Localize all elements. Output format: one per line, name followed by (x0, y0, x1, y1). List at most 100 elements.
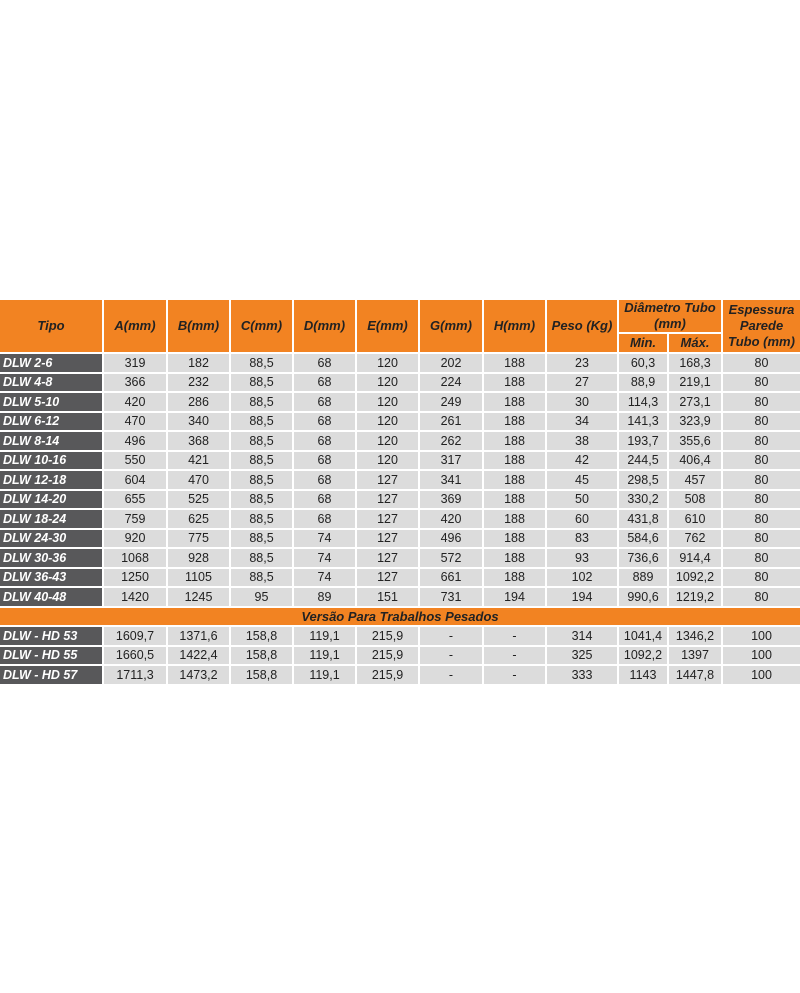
table-cell: 127 (357, 568, 418, 586)
table-cell: - (420, 627, 482, 645)
table-cell: 120 (357, 451, 418, 469)
table-cell: 431,8 (619, 510, 667, 528)
table-cell: 38 (547, 432, 617, 450)
row-type-cell: DLW 8-14 (0, 432, 102, 450)
table-cell: 188 (484, 490, 545, 508)
table-cell: 93 (547, 549, 617, 567)
table-cell: 120 (357, 412, 418, 430)
table-cell: 88,5 (231, 412, 292, 430)
table-cell: 68 (294, 354, 355, 372)
table-cell: 655 (104, 490, 166, 508)
table-cell: 340 (168, 412, 229, 430)
header-tipo: Tipo (0, 300, 102, 352)
table-cell: 325 (547, 646, 617, 664)
row-type-cell: DLW 12-18 (0, 471, 102, 489)
table-cell: 202 (420, 354, 482, 372)
table-cell: 420 (420, 510, 482, 528)
spec-table: Tipo A(mm) B(mm) C(mm) D(mm) E(mm) G(mm)… (0, 300, 800, 684)
table-cell: 68 (294, 471, 355, 489)
table-cell: 127 (357, 490, 418, 508)
table-cell: 775 (168, 529, 229, 547)
table-cell: 341 (420, 471, 482, 489)
table-cell: 188 (484, 354, 545, 372)
table-cell: 80 (723, 568, 800, 586)
table-cell: 100 (723, 646, 800, 664)
table-cell: 1092,2 (619, 646, 667, 664)
table-cell: 1473,2 (168, 666, 229, 684)
table-cell: 496 (104, 432, 166, 450)
table-cell: 188 (484, 373, 545, 391)
table-cell: 68 (294, 490, 355, 508)
table-cell: 1143 (619, 666, 667, 684)
table-cell: 80 (723, 490, 800, 508)
table-cell: 762 (669, 529, 721, 547)
table-cell: 127 (357, 549, 418, 567)
table-cell: 60,3 (619, 354, 667, 372)
table-cell: 68 (294, 373, 355, 391)
header-c: C(mm) (231, 300, 292, 352)
row-type-cell: DLW 5-10 (0, 393, 102, 411)
table-cell: 141,3 (619, 412, 667, 430)
row-type-cell: DLW 6-12 (0, 412, 102, 430)
row-type-cell: DLW 24-30 (0, 529, 102, 547)
table-cell: 314 (547, 627, 617, 645)
table-cell: 194 (547, 588, 617, 606)
table-cell: 74 (294, 568, 355, 586)
table-cell: 23 (547, 354, 617, 372)
table-cell: 420 (104, 393, 166, 411)
table-cell: 88,5 (231, 432, 292, 450)
table-cell: 83 (547, 529, 617, 547)
row-type-cell: DLW 30-36 (0, 549, 102, 567)
table-cell: 224 (420, 373, 482, 391)
table-cell: 188 (484, 510, 545, 528)
header-g: G(mm) (420, 300, 482, 352)
table-cell: 610 (669, 510, 721, 528)
table-cell: 496 (420, 529, 482, 547)
table-cell: 80 (723, 373, 800, 391)
table-cell: 470 (168, 471, 229, 489)
table-cell: 74 (294, 529, 355, 547)
table-cell: - (420, 666, 482, 684)
table-cell: 127 (357, 510, 418, 528)
row-type-cell: DLW - HD 57 (0, 666, 102, 684)
table-cell: 298,5 (619, 471, 667, 489)
table-cell: 68 (294, 510, 355, 528)
header-b: B(mm) (168, 300, 229, 352)
table-cell: 151 (357, 588, 418, 606)
table-cell: 317 (420, 451, 482, 469)
header-max: Máx. (669, 334, 721, 352)
table-cell: 127 (357, 471, 418, 489)
table-cell: 34 (547, 412, 617, 430)
table-cell: - (484, 646, 545, 664)
table-cell: 158,8 (231, 666, 292, 684)
table-cell: 188 (484, 549, 545, 567)
table-cell: 584,6 (619, 529, 667, 547)
table-cell: 273,1 (669, 393, 721, 411)
header-espessura: Espessura Parede Tubo (mm) (723, 300, 800, 352)
table-cell: 1068 (104, 549, 166, 567)
table-cell: 188 (484, 412, 545, 430)
table-cell: 188 (484, 568, 545, 586)
table-cell: 928 (168, 549, 229, 567)
table-cell: 80 (723, 354, 800, 372)
table-cell: 470 (104, 412, 166, 430)
table-cell: 550 (104, 451, 166, 469)
table-cell: 68 (294, 412, 355, 430)
table-cell: 50 (547, 490, 617, 508)
table-cell: 80 (723, 549, 800, 567)
table-cell: 323,9 (669, 412, 721, 430)
table-cell: 80 (723, 412, 800, 430)
table-cell: 920 (104, 529, 166, 547)
table-cell: 1660,5 (104, 646, 166, 664)
table-cell: 421 (168, 451, 229, 469)
table-cell: 731 (420, 588, 482, 606)
table-cell: - (484, 627, 545, 645)
table-cell: 80 (723, 451, 800, 469)
section-heavy-duty-label: Versão Para Trabalhos Pesados (0, 607, 800, 625)
table-cell: 188 (484, 432, 545, 450)
table-cell: 1371,6 (168, 627, 229, 645)
table-cell: 914,4 (669, 549, 721, 567)
table-cell: 158,8 (231, 646, 292, 664)
table-cell: 889 (619, 568, 667, 586)
table-cell: - (484, 666, 545, 684)
